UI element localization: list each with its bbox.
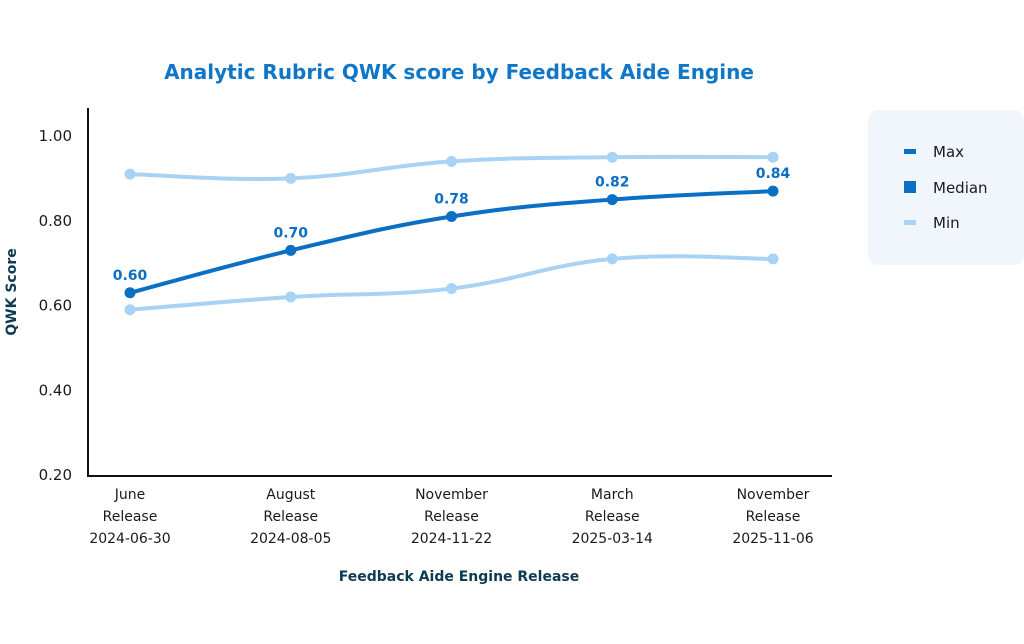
y-axis-ticks: 0.20 0.40 0.60 0.80 1.00 [39,127,72,484]
x-axis-ticks: June Release 2024-06-30 August Release 2024-0… [89,487,813,547]
legend: Max Median Min [868,110,1024,265]
x-tick-label: August Release 2024-08-05 [250,487,331,547]
y-axis-label: QWK Score [4,248,20,335]
data-point-min [446,283,457,295]
legend-label-median: Median [933,179,988,197]
y-tick-label: 0.60 [39,297,72,315]
data-point-median [285,244,297,256]
x-tick-label: November Release 2024-11-22 [411,487,492,547]
chart-title: Analytic Rubric QWK score by Feedback Ai… [164,60,754,84]
data-label-median: 0.78 [434,192,469,208]
data-label-median: 0.84 [756,166,791,182]
x-tick-label: June Release 2024-06-30 [89,487,170,547]
data-label-median: 0.60 [113,268,148,284]
legend-label-max: Max [933,143,964,161]
x-axis-label: Feedback Aide Engine Release [339,569,580,585]
legend-swatch-min [904,220,916,225]
data-point-max [767,151,779,163]
data-point-max [124,168,136,180]
data-point-max [446,155,457,167]
x-tick-label: March Release 2025-03-14 [572,487,653,547]
y-tick-label: 0.20 [39,466,72,484]
data-point-max [606,151,618,163]
legend-label-min: Min [933,214,960,232]
data-point-min [606,253,618,265]
y-tick-label: 0.40 [39,381,72,399]
data-point-min [285,291,297,303]
legend-background [868,110,1024,265]
data-point-median [767,185,779,197]
data-point-median [124,287,136,299]
x-tick-label: November Release 2025-11-06 [732,487,813,547]
series-layer: 0.60 0.70 0.78 0.82 0.84 [113,151,791,316]
data-point-min [124,304,136,316]
data-point-min [767,253,779,265]
legend-swatch-median [904,181,916,193]
data-point-median [446,211,457,223]
data-label-median: 0.82 [595,175,630,191]
data-label-median: 0.70 [273,225,308,241]
y-tick-label: 1.00 [39,127,72,145]
series-line-min [128,254,775,312]
data-point-max [285,172,297,184]
y-tick-label: 0.80 [39,212,72,230]
data-point-median [606,194,618,206]
legend-swatch-max [904,149,916,154]
